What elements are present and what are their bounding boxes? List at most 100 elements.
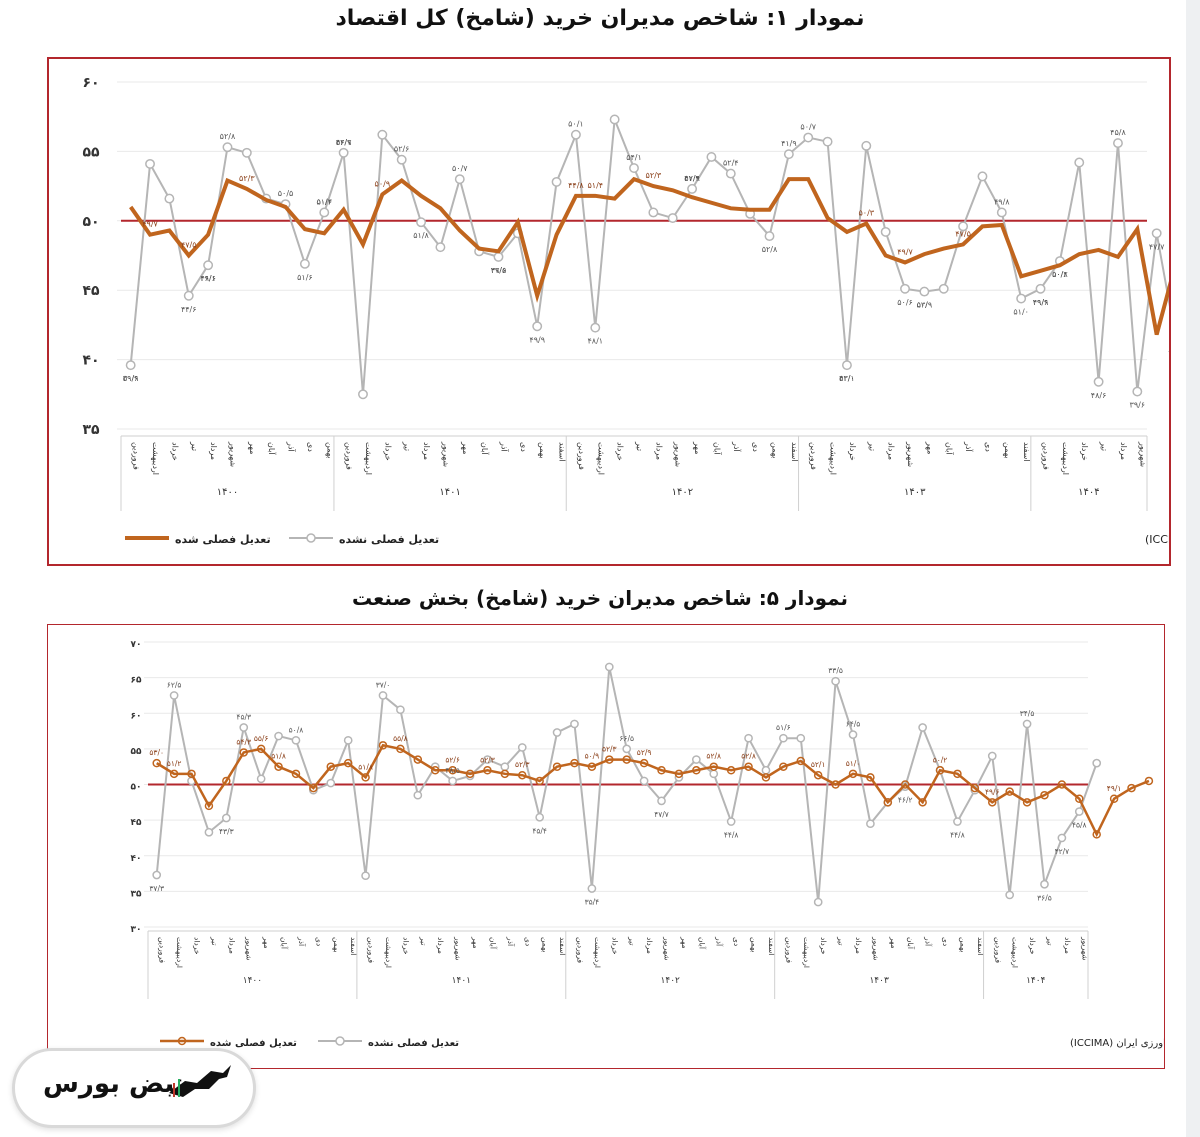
seasonal-point [831,780,840,789]
nonseasonal-point [338,147,349,158]
seasonal-point [970,783,980,793]
data-label: ۵۲/۸ [220,132,236,141]
x-tick-label: خرداد [383,442,392,461]
seasonal-point [274,762,283,771]
data-label: ۵۲/۸ [762,245,778,254]
nonseasonal-point [1074,807,1084,816]
year-label: ۱۴۰۰ [217,487,238,498]
x-tick-label: فروردین [784,937,793,964]
series-seasonal-line [156,743,1150,838]
data-label: ۴۹/۶ [985,787,1000,796]
data-label: ۵۰/۷ [800,123,816,132]
x-tick-label: اردیبهشت [175,937,184,968]
x-tick-label: فروردین [158,937,167,964]
nonseasonal-point [1022,719,1032,729]
seasonal-point [622,755,631,764]
data-label: ۳۹/۶ [1130,401,1146,410]
legend-nonseasonal-marker [335,1036,345,1046]
legend-nonseasonal-marker [306,533,316,543]
data-label: ۴۴/۶ [181,305,197,314]
data-label: ۳۹/۶ [123,374,139,383]
data-label: ۵۰/۷ [452,164,468,173]
seasonal-point [570,758,579,768]
nonseasonal-point [987,751,997,761]
x-tick-label: خرداد [610,937,619,955]
seasonal-point [988,798,997,807]
seasonal-point [605,755,614,764]
nonseasonal-point [535,812,545,822]
nonseasonal-point [822,136,833,147]
nonseasonal-point [152,870,162,880]
data-label: ۵۱/۸ [358,762,373,771]
data-label: ۵۱/۶ [297,273,313,282]
data-label: ۴۸/۶ [1091,391,1107,400]
x-tick-label: دی [983,442,992,452]
x-tick-label: دی [751,442,760,452]
seasonal-point [396,744,405,754]
x-tick-label: آبان [267,442,277,456]
data-label: ۵۱/۰ [1013,308,1029,317]
data-label: ۴۶/۲ [898,796,913,805]
x-tick-label: تیر [403,441,412,451]
x-tick-label: اردیبهشت [1011,937,1020,968]
nonseasonal-point [319,207,330,218]
data-label: ۴۹/۸ [994,197,1010,206]
y-tick-label: ۵۵ [131,747,142,757]
seasonal-point [953,769,962,779]
y-tick-label: ۷۰ [131,640,142,650]
x-tick-label: دی [941,937,950,946]
data-label: ۴۹/۶ [491,266,507,275]
x-tick-label: دی [732,937,741,946]
nonseasonal-point [861,140,872,151]
nonseasonal-point [570,719,579,729]
x-tick-label: مهر [471,936,480,949]
nonseasonal-point [204,827,214,837]
nonseasonal-point [358,389,368,400]
brand-logo-text: نبض بورس [43,1069,185,1099]
x-tick-label: فروردین [1042,442,1051,470]
x-tick-label: مهر [680,936,689,949]
data-label: ۵۰/۱ [568,120,584,129]
nonseasonal-point [532,321,543,332]
nonseasonal-point [256,774,266,784]
data-label: ۵۰/۹ [375,179,391,188]
data-label: ۵۲/۸ [706,752,721,761]
x-tick-label: شهریور [1138,441,1147,467]
x-tick-label: اردیبهشت [364,442,373,475]
x-tick-label: آبان [906,937,916,950]
x-tick-label: تیر [190,441,199,451]
seasonal-point [518,770,527,780]
x-tick-label: اردیبهشت [596,442,605,475]
nonseasonal-point [900,283,910,294]
nonseasonal-point [299,258,310,269]
data-label: ۵۱/۲ [167,759,182,768]
data-label: ۵۱/۸ [271,752,286,761]
seasonal-point [761,773,771,782]
nonseasonal-point [831,676,840,686]
nonseasonal-point [145,158,155,169]
data-label: ۴۹/۷ [142,220,158,229]
x-tick-label: مرداد [1063,937,1072,954]
x-tick-label: مرداد [854,937,863,954]
data-label: ۵۴/۳ [236,737,251,746]
seasonal-point [169,769,179,779]
x-tick-label: اسفند [790,442,799,462]
nonseasonal-point [667,213,678,223]
x-tick-label: اسفند [349,937,358,955]
x-tick-label: آبان [712,442,722,456]
x-tick-label: اسفند [558,937,567,955]
year-label: ۱۴۰۱ [452,976,471,986]
data-label: ۵۲/۳ [480,755,495,764]
x-tick-label: اسفند [767,937,776,955]
nonseasonal-point [1057,833,1067,843]
seasonal-point [848,769,858,779]
legend-seasonal-marker [177,1036,187,1046]
nonseasonal-point [500,762,510,772]
x-tick-label: خرداد [819,937,828,955]
data-label: ۴۶/۹ [336,138,352,147]
x-tick-label: آذر [715,936,725,947]
data-label: ۵۲/۴ [723,159,739,168]
data-label: ۵۴/۱ [626,153,642,162]
nonseasonal-point [687,183,698,194]
x-tick-label: فروردین [367,937,376,964]
